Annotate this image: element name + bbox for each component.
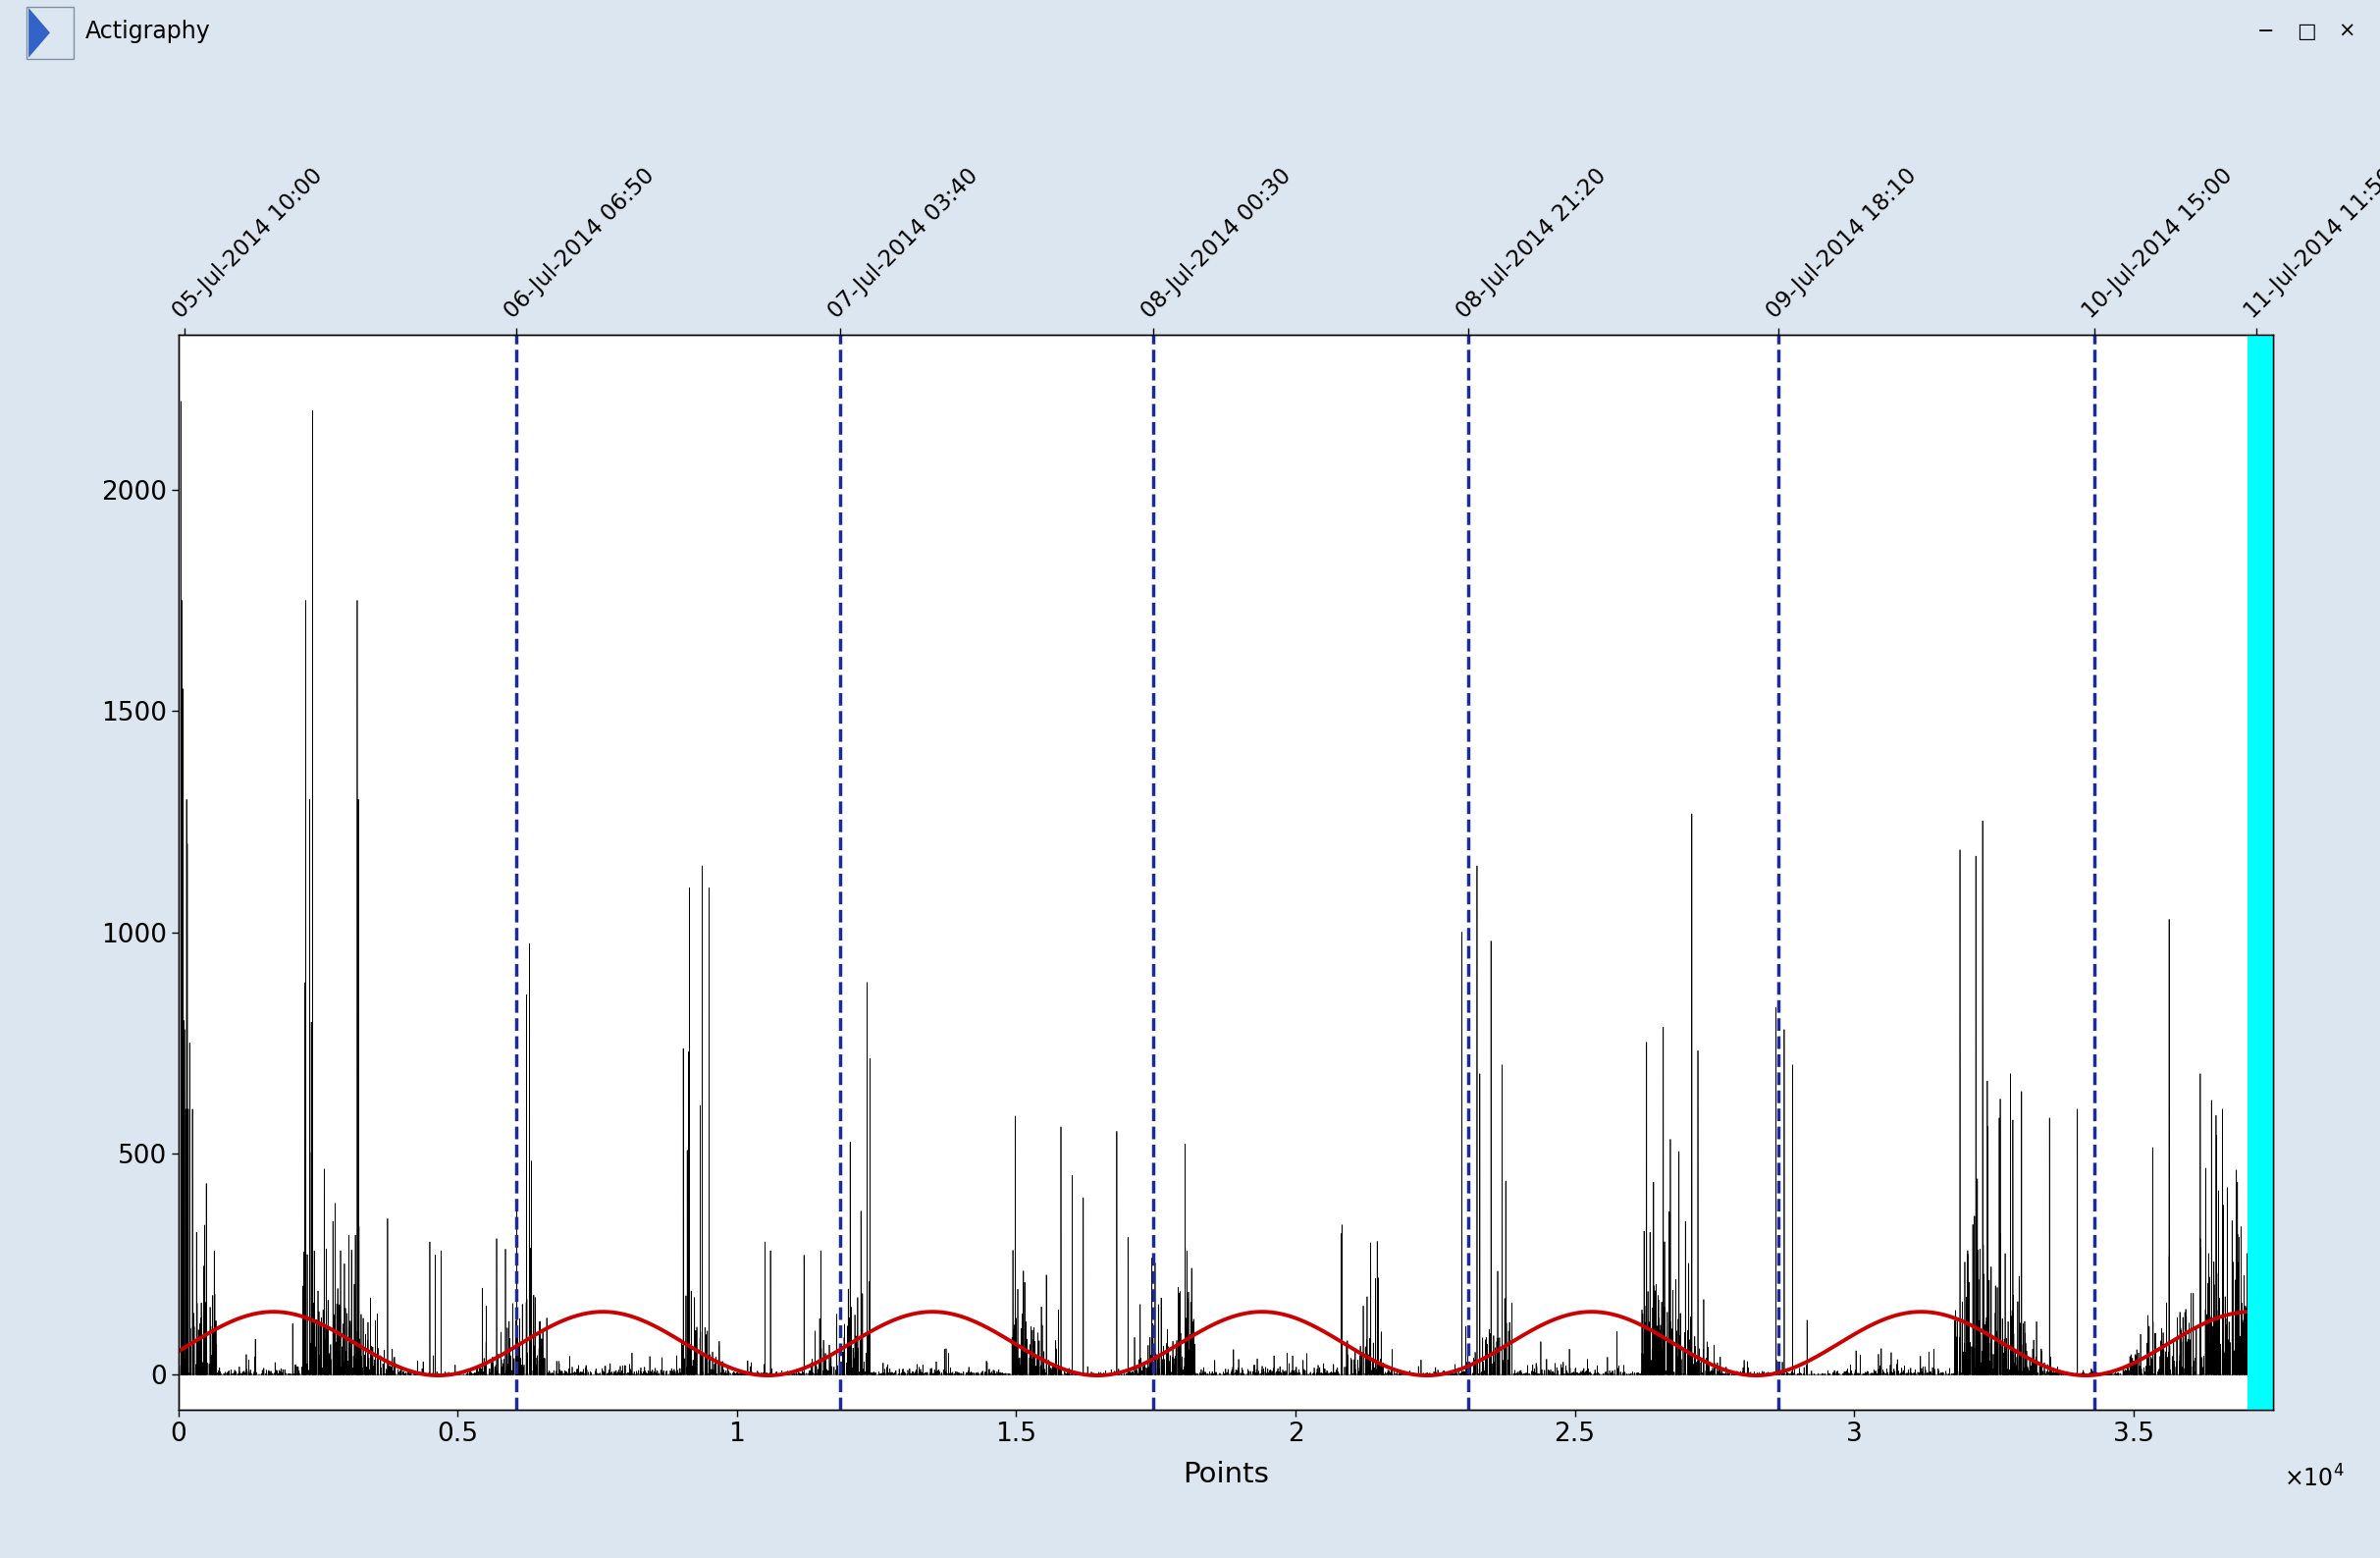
Polygon shape [29,8,71,58]
X-axis label: Points: Points [1183,1461,1269,1488]
Polygon shape [29,8,50,58]
Text: □: □ [2297,22,2316,41]
Text: Actigraphy: Actigraphy [86,20,212,44]
Text: $\times10^4$: $\times10^4$ [2282,1466,2344,1493]
Text: ×: × [2337,22,2356,41]
Text: −: − [2256,22,2275,41]
Bar [2247,335,2273,1410]
